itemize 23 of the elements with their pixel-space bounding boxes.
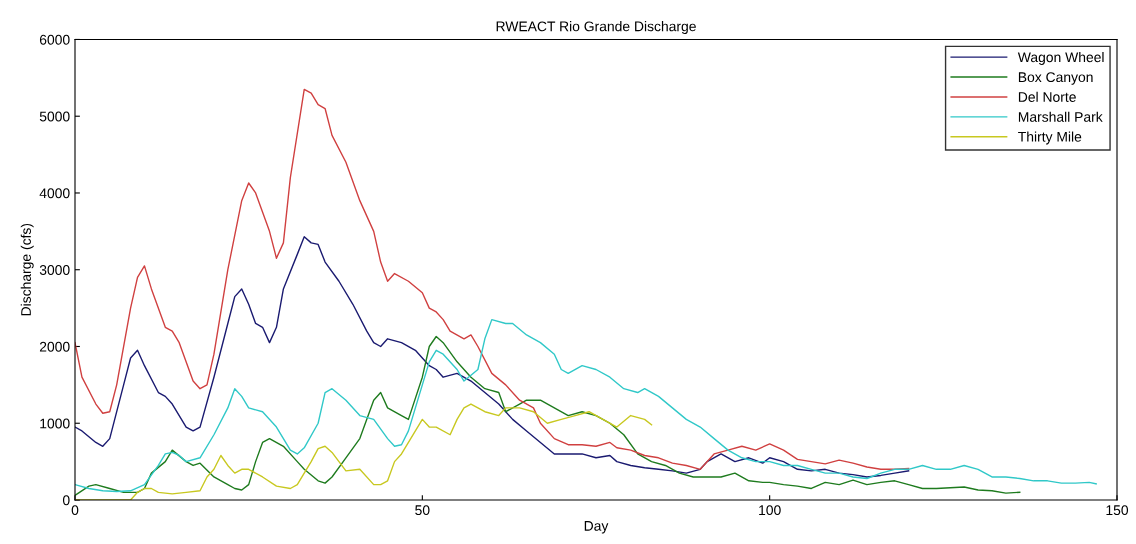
line-series <box>75 335 1021 497</box>
x-tick-label: 150 <box>1106 505 1129 516</box>
x-tick-label: 50 <box>415 505 430 516</box>
legend-label: Box Canyon <box>1018 72 1093 85</box>
y-tick-label: 3000 <box>39 265 70 275</box>
y-tick-label: 4000 <box>39 188 70 199</box>
legend-label: Del Norte <box>1018 91 1076 102</box>
chart-title: RWEACT Rio Grande Discharge <box>496 21 696 35</box>
x-tick-label: 0 <box>71 505 79 516</box>
y-tick-label: 2000 <box>39 341 70 352</box>
x-axis-title: Day <box>584 521 609 534</box>
y-axis-title: Discharge (cfs) <box>20 223 34 316</box>
legend-label: Wagon Wheel <box>1017 51 1104 65</box>
line-series <box>75 88 910 470</box>
line-series <box>75 236 910 478</box>
y-tick-label: 5000 <box>39 111 70 122</box>
y-tick-label: 6000 <box>39 34 70 45</box>
line-series <box>75 318 1097 493</box>
y-tick-label: 1000 <box>40 418 70 429</box>
legend-label: Marshall Park <box>1018 111 1103 122</box>
x-tick-label: 100 <box>759 505 781 516</box>
y-tick-label: 0 <box>62 495 70 506</box>
legend-label: Thirty Mile <box>1018 131 1082 145</box>
